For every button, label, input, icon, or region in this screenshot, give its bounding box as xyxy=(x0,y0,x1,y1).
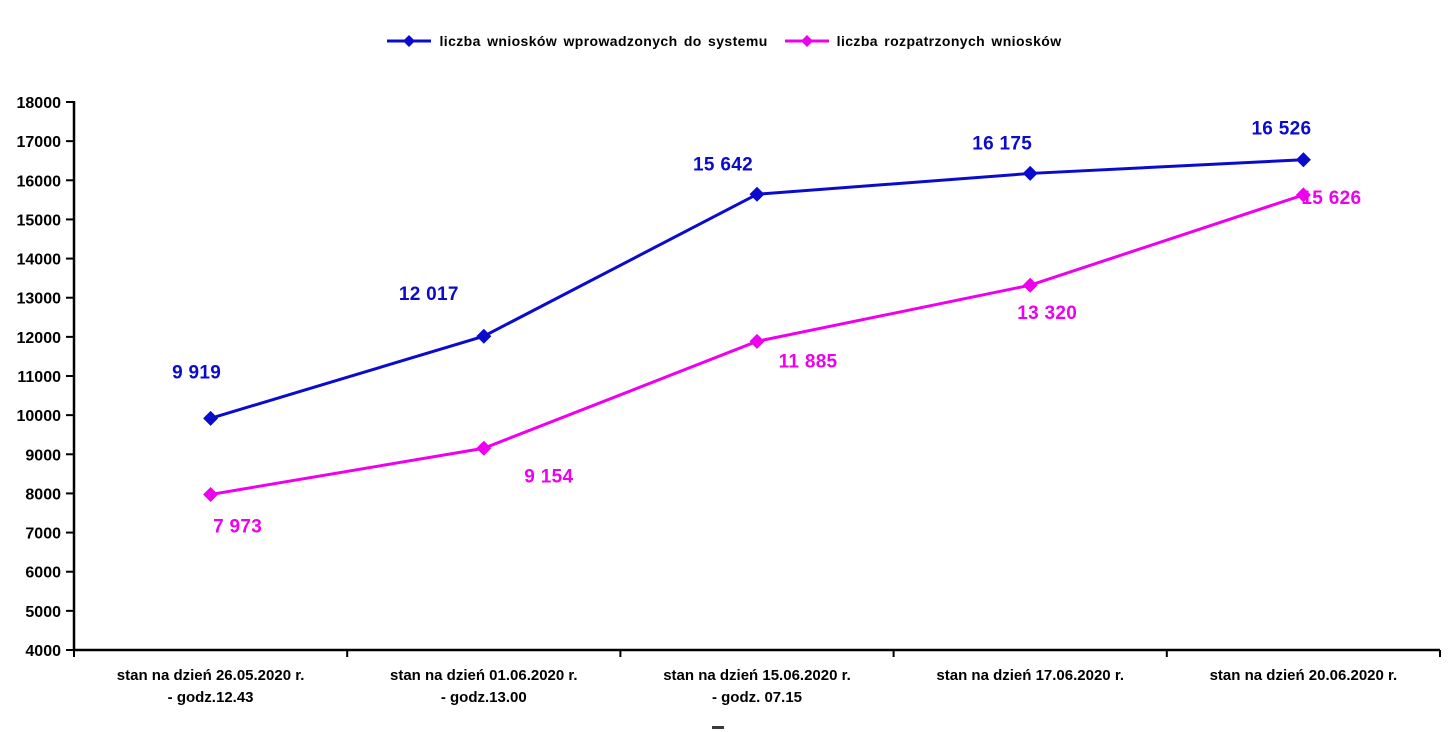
y-axis-label: 11000 xyxy=(17,369,61,386)
line-diamond-marker-icon xyxy=(387,35,432,47)
y-axis-label: 15000 xyxy=(17,212,62,229)
data-label: 15 642 xyxy=(693,154,753,175)
y-axis-label: 6000 xyxy=(25,565,61,582)
y-axis-label: 17000 xyxy=(17,134,62,151)
x-axis-label: - godz.12.43 xyxy=(168,689,254,706)
data-label: 15 626 xyxy=(1301,188,1361,209)
x-axis-label: stan na dzień 01.06.2020 r. xyxy=(390,667,578,684)
data-point-marker xyxy=(1295,187,1311,203)
data-point-marker xyxy=(1295,152,1311,168)
data-point-marker xyxy=(749,333,765,349)
legend-item-entered-applications: liczba wniosków wprowadzonych do systemu xyxy=(386,33,767,49)
y-axis-label: 12000 xyxy=(17,330,62,347)
y-axis-label: 5000 xyxy=(25,604,61,621)
data-label: 9 154 xyxy=(524,466,573,487)
data-point-marker xyxy=(749,186,765,202)
data-label: 9 919 xyxy=(172,362,221,383)
data-label: 16 526 xyxy=(1251,119,1311,140)
y-axis-label: 7000 xyxy=(25,526,61,543)
data-point-marker xyxy=(476,328,492,344)
y-axis-label: 14000 xyxy=(17,252,62,269)
data-label: 16 175 xyxy=(972,133,1032,154)
y-axis-label: 9000 xyxy=(25,447,61,464)
y-axis-label: 18000 xyxy=(17,95,62,112)
y-axis-label: 16000 xyxy=(17,173,62,190)
x-axis-label: - godz.13.00 xyxy=(441,689,527,706)
data-point-marker xyxy=(1022,165,1038,181)
line-diamond-marker-icon xyxy=(784,35,829,47)
legend-label-entered-applications: liczba wniosków wprowadzonych do systemu xyxy=(439,33,768,49)
x-axis-label: stan na dzień 26.05.2020 r. xyxy=(117,667,305,684)
chart-legend: liczba wniosków wprowadzonych do systemu… xyxy=(0,33,1448,49)
data-point-marker xyxy=(203,486,219,502)
legend-label-processed-applications: liczba rozpatrzonych wniosków xyxy=(836,33,1062,49)
legend-item-processed-applications: liczba rozpatrzonych wniosków xyxy=(784,33,1062,49)
data-point-marker xyxy=(1022,277,1038,293)
y-axis-label: 10000 xyxy=(17,408,62,425)
x-axis-label: stan na dzień 17.06.2020 r. xyxy=(936,667,1124,684)
x-axis-label: - godz. 07.15 xyxy=(712,689,802,706)
data-label: 12 017 xyxy=(399,284,459,305)
data-label: 11 885 xyxy=(779,351,838,372)
x-axis-label: stan na dzień 15.06.2020 r. xyxy=(663,667,851,684)
y-axis-label: 4000 xyxy=(25,643,61,660)
data-label: 13 320 xyxy=(1017,303,1077,324)
data-point-marker xyxy=(203,410,219,426)
y-axis-label: 13000 xyxy=(17,291,62,308)
cropped-text-artifact xyxy=(712,726,724,729)
data-point-marker xyxy=(476,440,492,456)
x-axis-label: stan na dzień 20.06.2020 r. xyxy=(1210,667,1398,684)
y-axis-label: 8000 xyxy=(25,486,61,503)
data-label: 7 973 xyxy=(213,516,262,537)
